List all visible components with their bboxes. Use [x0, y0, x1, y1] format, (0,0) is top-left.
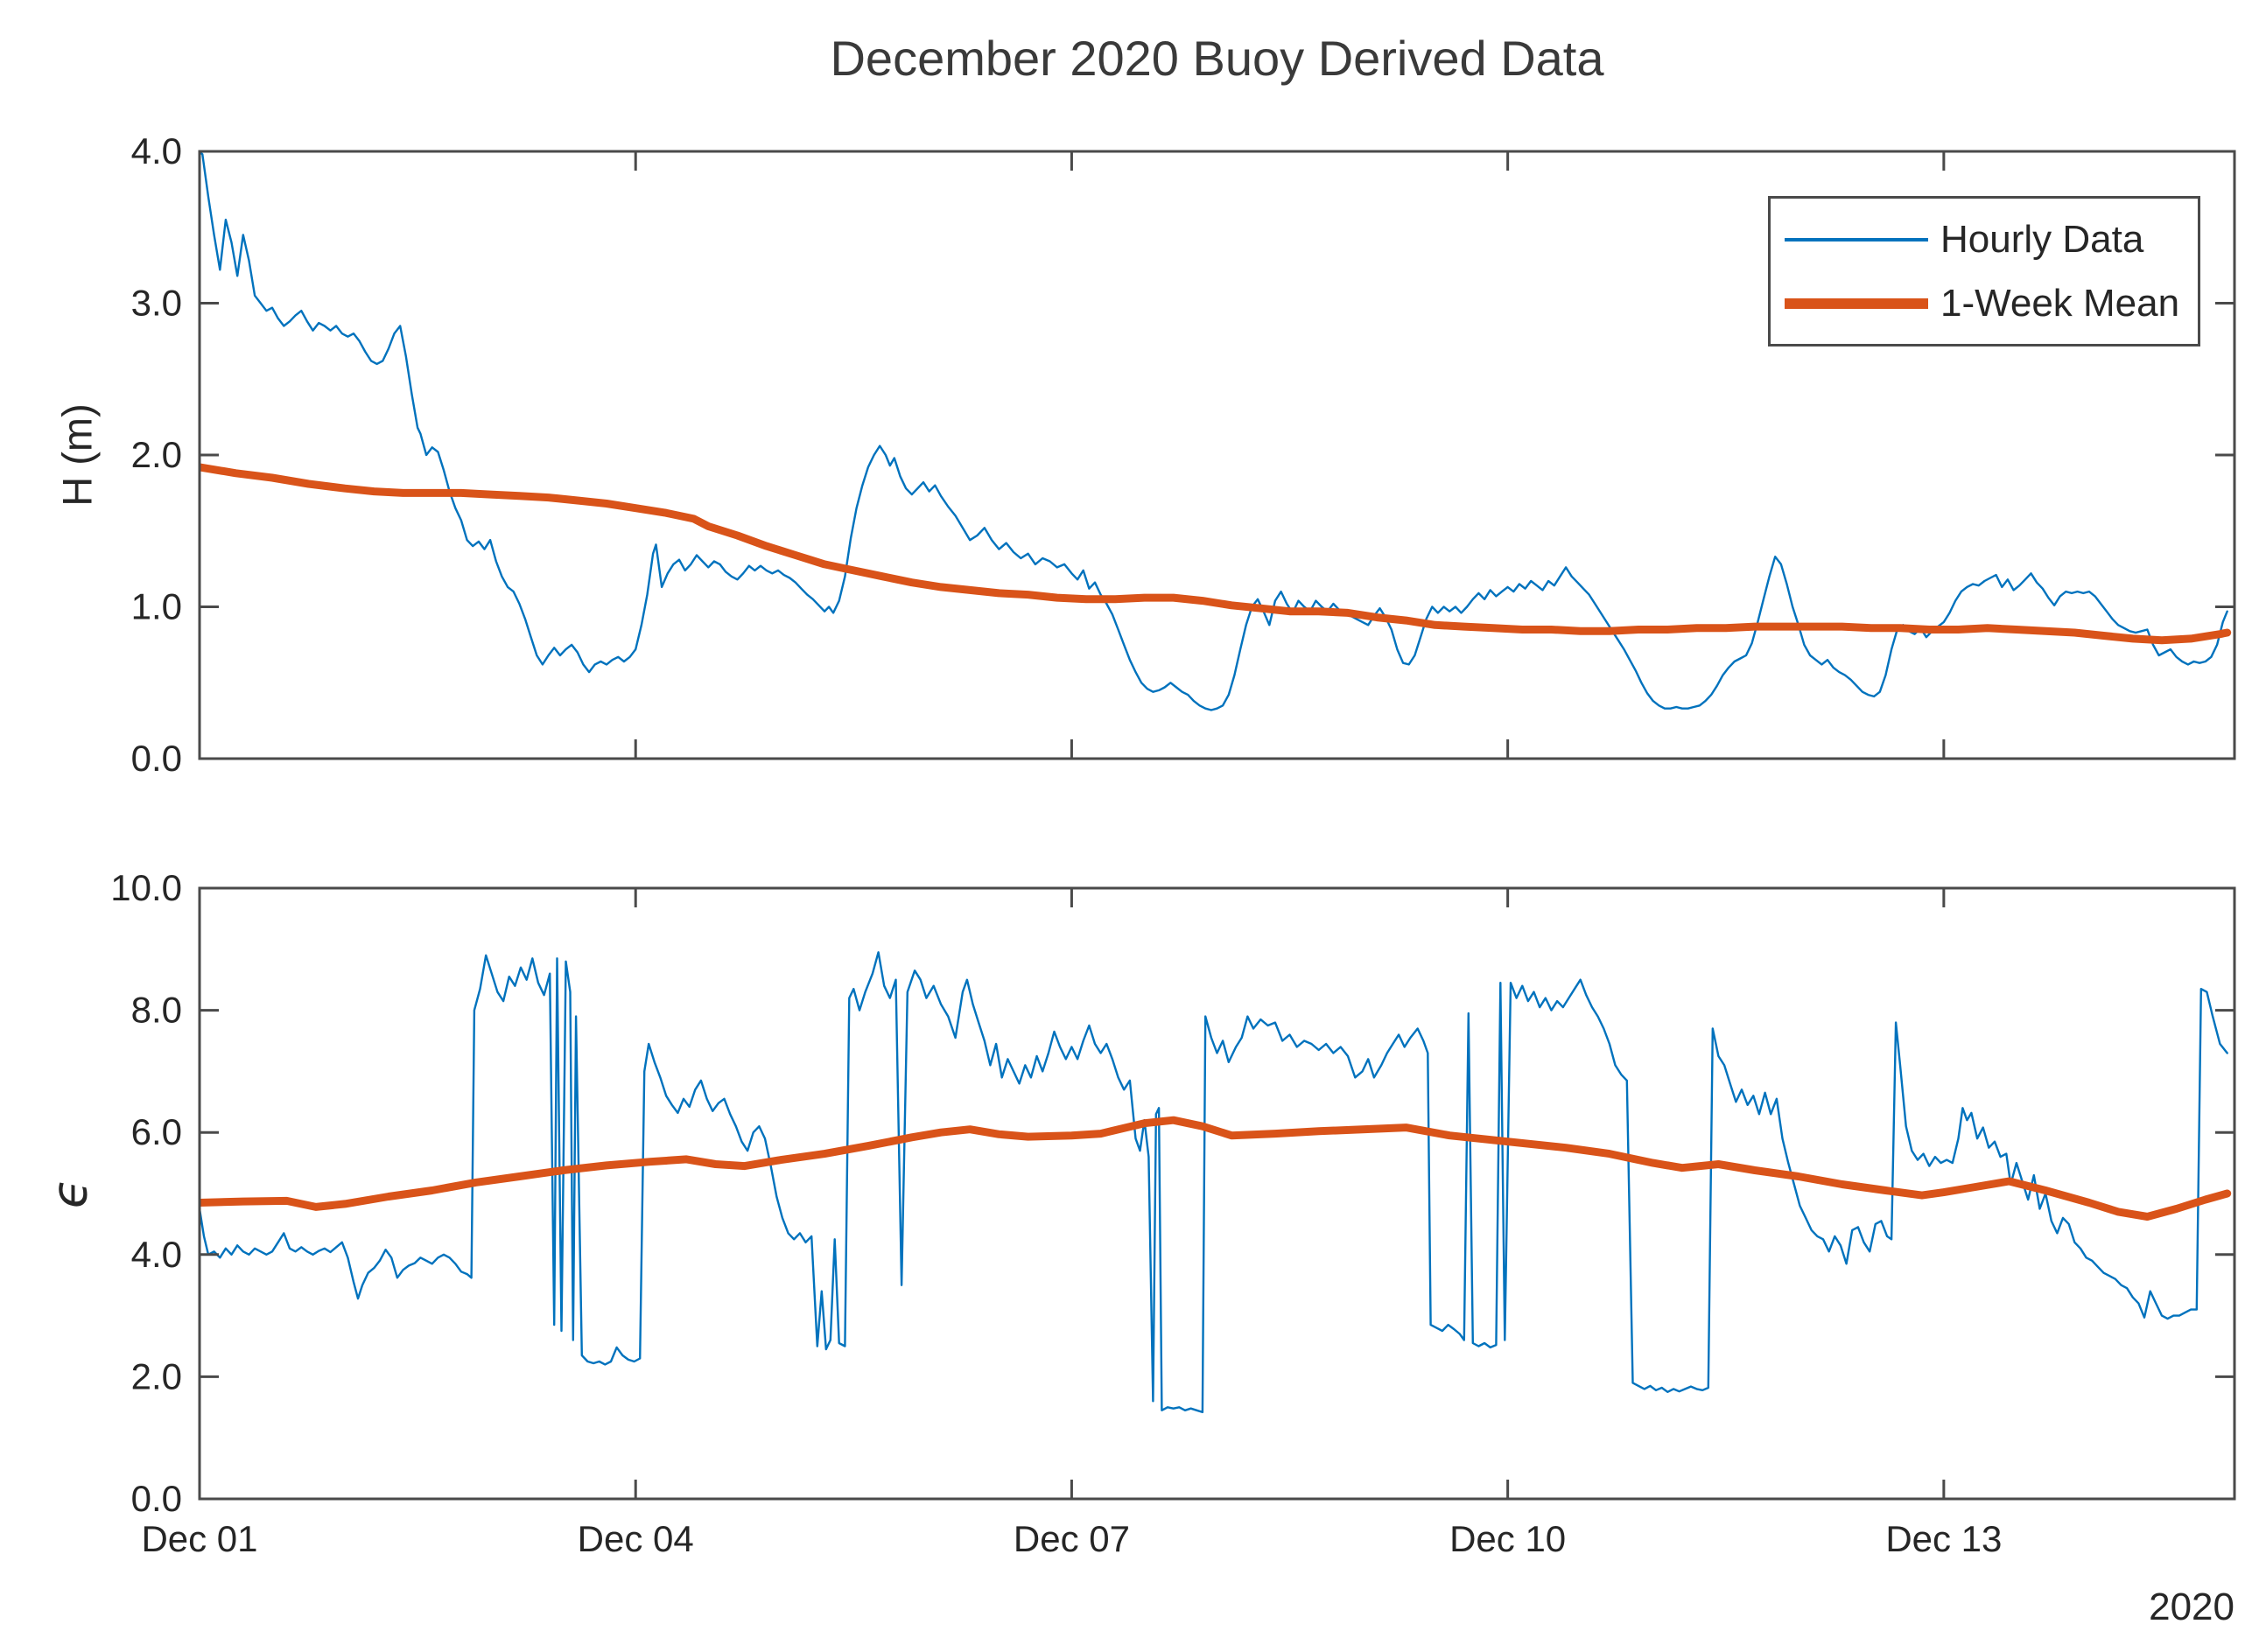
y-tick-label: 8.0 — [131, 990, 182, 1031]
hourly-data-line-sample — [1785, 237, 1928, 242]
legend-item-week-mean: 1-Week Mean — [1785, 271, 2198, 335]
week-mean-line-sample — [1785, 298, 1928, 309]
week-mean-line-H — [199, 463, 2232, 645]
bottom-plot-ticks — [198, 886, 2234, 1501]
x-tick-label: Dec 10 — [1449, 1518, 1566, 1559]
top-plot-series — [199, 150, 2232, 711]
y-tick-label: 2.0 — [131, 1355, 182, 1396]
y-tick-label: 10.0 — [110, 867, 182, 908]
top-plot: 0.0 1.0 2.0 3.0 4.0 — [131, 130, 2236, 779]
x-tick-label: Dec 13 — [1885, 1518, 2002, 1559]
x-tick-label: Dec 04 — [578, 1518, 694, 1559]
legend-label-hourly-data: Hourly Data — [1940, 217, 2144, 261]
y-axis-label-bottom: ϵ — [41, 1178, 99, 1209]
legend-label-week-mean: 1-Week Mean — [1940, 281, 2180, 325]
hourly-data-line-H — [199, 150, 2228, 711]
y-axis-label-top: H (m) — [53, 403, 101, 507]
y-tick-label: 2.0 — [131, 434, 182, 475]
top-plot-ticks — [198, 150, 2234, 760]
y-tick-label: 1.0 — [131, 586, 182, 627]
y-tick-label: 3.0 — [131, 283, 182, 324]
top-plot-y-tick-labels: 0.0 1.0 2.0 3.0 4.0 — [131, 130, 182, 779]
y-tick-label: 0.0 — [131, 1478, 182, 1519]
y-tick-label: 4.0 — [131, 1234, 182, 1275]
x-tick-label: Dec 07 — [1014, 1518, 1130, 1559]
legend-item-hourly-data: Hourly Data — [1785, 207, 2198, 271]
chart-title: December 2020 Buoy Derived Data — [830, 31, 1604, 86]
week-mean-line-epsilon — [199, 1116, 2232, 1221]
y-tick-label: 4.0 — [131, 130, 182, 172]
bottom-plot-axes-box — [198, 886, 2236, 1501]
bottom-plot-y-tick-labels: 0.0 2.0 4.0 6.0 8.0 10.0 — [110, 867, 182, 1519]
x-tick-label: Dec 01 — [141, 1518, 257, 1559]
y-tick-label: 6.0 — [131, 1111, 182, 1152]
bottom-plot-series — [199, 951, 2232, 1414]
x-tick-labels: Dec 01 Dec 04 Dec 07 Dec 10 Dec 13 — [141, 1518, 2002, 1559]
y-tick-label: 0.0 — [131, 738, 182, 779]
hourly-data-line-epsilon — [199, 951, 2228, 1414]
year-label: 2020 — [2149, 1586, 2234, 1628]
legend: Hourly Data 1-Week Mean — [1768, 196, 2200, 346]
